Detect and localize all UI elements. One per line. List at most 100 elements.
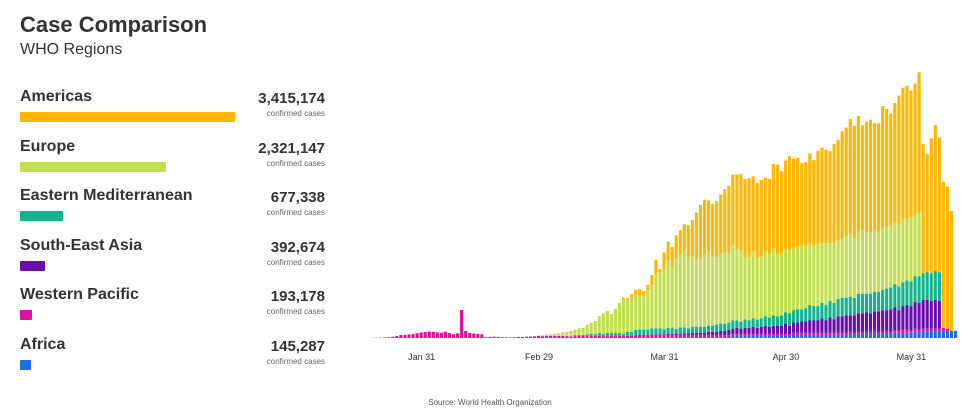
bar-segment-western-pacific [747, 333, 751, 336]
region-row-eastern-mediterranean: Eastern Mediterranean 677,338 confirmed ca… [20, 187, 325, 231]
bar-segment-americas [715, 201, 719, 258]
bar-segment-western-pacific [638, 334, 642, 337]
page-subtitle: WHO Regions [20, 41, 123, 58]
bar-segment-south-east-asia [707, 331, 711, 335]
bar-segment-eastern-mediterranean [719, 323, 723, 331]
bar-segment-western-pacific [646, 335, 650, 337]
bar-segment-south-east-asia [715, 331, 719, 335]
bar-segment-western-pacific [524, 336, 528, 338]
bar-segment-western-pacific [763, 333, 767, 336]
bar-segment-americas [933, 125, 937, 272]
bar-segment-western-pacific [702, 335, 707, 337]
bar-segment-eastern-mediterranean [642, 329, 646, 335]
bar-segment-eastern-mediterranean [702, 326, 707, 334]
bar-segment-americas [723, 189, 727, 253]
bar-segment-europe [824, 243, 828, 306]
bar-segment-africa [670, 336, 674, 338]
bar-segment-south-east-asia [796, 322, 800, 333]
bar-segment-eastern-mediterranean [828, 300, 832, 318]
bar-segment-europe [690, 255, 694, 327]
bar-segment-eastern-mediterranean [767, 317, 771, 327]
bar-segment-americas [877, 123, 881, 232]
bar-segment-europe [727, 253, 731, 323]
bar-segment-americas [945, 186, 950, 329]
bar-segment-western-pacific [856, 331, 860, 334]
bar-segment-western-pacific [573, 336, 577, 338]
bar-segment-americas [674, 235, 678, 258]
bar-segment-africa [844, 334, 848, 338]
bar-segment-europe [909, 217, 913, 282]
bar-segment-eastern-mediterranean [921, 273, 925, 300]
bar-segment-western-pacific [658, 334, 662, 337]
bar-segment-south-east-asia [929, 300, 933, 329]
bar-segment-eastern-mediterranean [885, 288, 889, 311]
bar-segment-western-pacific [435, 332, 439, 338]
bar-segment-europe [658, 272, 662, 329]
region-bar [20, 310, 32, 321]
bar-segment-western-pacific [719, 334, 723, 337]
bar-segment-europe [536, 335, 541, 336]
bar-segment-americas [812, 160, 816, 247]
bar-segment-western-pacific [565, 336, 569, 338]
bar-segment-europe [852, 237, 856, 298]
bar-segment-europe [702, 255, 707, 327]
bar-segment-eastern-mediterranean [901, 282, 905, 307]
bar-segment-eastern-mediterranean [868, 293, 873, 314]
bar-segment-western-pacific [872, 330, 877, 334]
bar-segment-africa [848, 333, 852, 338]
bar-segment-south-east-asia [674, 333, 678, 336]
bar-segment-americas [743, 179, 747, 258]
bar-segment-eastern-mediterranean [864, 293, 869, 313]
bar-segment-south-east-asia [719, 330, 723, 335]
region-cases-unit: confirmed cases [266, 208, 325, 218]
bar-segment-africa [856, 333, 860, 338]
bar-segment-eastern-mediterranean [650, 328, 654, 335]
bar-segment-south-east-asia [735, 327, 739, 334]
bar-segment-eastern-mediterranean [638, 329, 642, 335]
bar-segment-americas [621, 297, 626, 299]
bar-segment-western-pacific [557, 335, 561, 338]
bar-segment-south-east-asia [917, 303, 921, 330]
bar-segment-africa [913, 331, 917, 338]
bar-segment-western-pacific [496, 336, 500, 338]
bar-segment-south-east-asia [852, 315, 856, 333]
bar-segment-americas [844, 127, 848, 237]
bar-segment-western-pacific [561, 335, 565, 338]
bar-segment-europe [856, 231, 860, 294]
bar-segment-americas [719, 194, 723, 255]
region-cases-unit: confirmed cases [266, 257, 325, 267]
bar-segment-south-east-asia [897, 310, 901, 331]
bar-segment-europe [735, 249, 739, 321]
bar-segment-europe [719, 254, 723, 324]
bar-segment-africa [868, 333, 873, 338]
bar-segment-americas [885, 108, 889, 227]
bar-segment-eastern-mediterranean [617, 332, 622, 336]
bar-segment-eastern-mediterranean [808, 305, 812, 321]
bar-segment-south-east-asia [787, 325, 792, 335]
bar-segment-africa [638, 336, 642, 338]
bar-segment-western-pacific [812, 332, 816, 335]
bar-segment-americas [666, 241, 670, 261]
bar-segment-europe [893, 222, 897, 285]
bar-segment-americas [897, 95, 901, 225]
bar-segment-western-pacific [427, 331, 431, 338]
bar-segment-eastern-mediterranean [735, 320, 739, 328]
bar-segment-eastern-mediterranean [731, 320, 735, 329]
bar-segment-americas [913, 83, 917, 215]
bar-segment-eastern-mediterranean [872, 291, 877, 312]
bar-segment-africa [654, 336, 658, 338]
bar-segment-americas [727, 185, 731, 254]
bar-segment-africa [937, 330, 941, 339]
bar-segment-americas [698, 205, 703, 258]
bar-segment-eastern-mediterranean [796, 309, 800, 323]
bar-segment-western-pacific [836, 332, 840, 335]
bar-segment-eastern-mediterranean [840, 297, 844, 317]
bar-segment-south-east-asia [658, 334, 662, 335]
bar-segment-americas [824, 149, 828, 244]
bar-segment-eastern-mediterranean [787, 313, 792, 326]
bar-segment-europe [775, 254, 779, 317]
bar-segment-western-pacific [670, 334, 674, 337]
bar-segment-south-east-asia [743, 327, 747, 334]
bar-segment-africa [921, 331, 925, 338]
bar-segment-south-east-asia [808, 320, 812, 333]
